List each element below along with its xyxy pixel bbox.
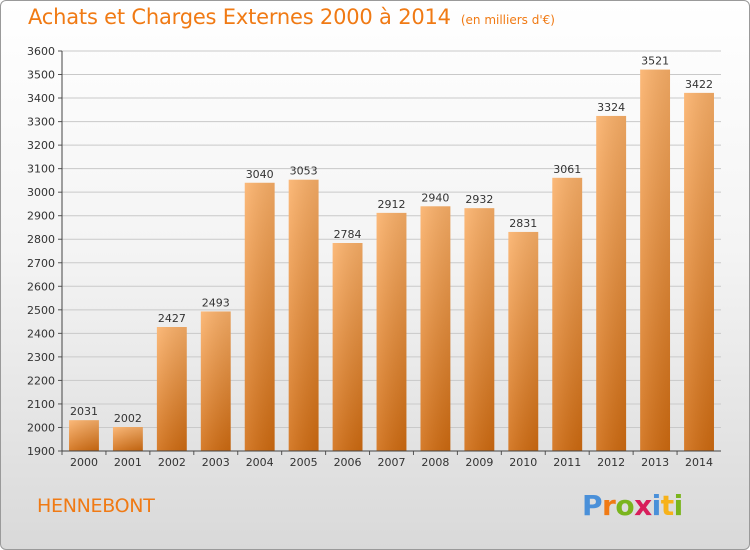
y-tick-label: 2800 bbox=[27, 233, 55, 246]
bar-shade-2002 bbox=[156, 327, 187, 451]
data-label: 3422 bbox=[685, 78, 713, 91]
data-label: 3061 bbox=[553, 163, 581, 176]
bar-shade-2013 bbox=[640, 69, 671, 452]
y-tick-label: 3500 bbox=[27, 69, 55, 82]
y-tick-label: 3300 bbox=[27, 116, 55, 129]
data-label: 2002 bbox=[114, 412, 142, 425]
y-tick-label: 2600 bbox=[27, 280, 55, 293]
proxiti-logo: Proxiti bbox=[582, 489, 683, 522]
y-tick-label: 2700 bbox=[27, 257, 55, 270]
logo-letter: x bbox=[634, 489, 652, 522]
data-label: 2493 bbox=[202, 296, 230, 309]
y-tick-label: 2500 bbox=[27, 304, 55, 317]
logo-letter: r bbox=[602, 489, 616, 522]
data-label: 3053 bbox=[290, 165, 318, 178]
chart-title: Achats et Charges Externes 2000 à 2014 (e… bbox=[28, 5, 555, 29]
y-tick-label: 3200 bbox=[27, 139, 55, 152]
y-tick-label: 2200 bbox=[27, 374, 55, 387]
x-tick-label: 2006 bbox=[334, 456, 362, 469]
y-axis-ticks: 1900 2000 2100 2200 2300 2400 2500 2600 2700 2800… bbox=[27, 45, 62, 458]
x-tick-label: 2004 bbox=[246, 456, 274, 469]
x-tick-label: 2012 bbox=[597, 456, 625, 469]
x-tick-label: 2008 bbox=[421, 456, 449, 469]
x-tick-label: 2007 bbox=[378, 456, 406, 469]
x-tick-label: 2010 bbox=[509, 456, 537, 469]
data-label: 3521 bbox=[641, 55, 669, 68]
bar-shade-2009 bbox=[464, 208, 495, 451]
subtitle-text: (en milliers d'€) bbox=[460, 13, 555, 27]
y-tick-label: 3100 bbox=[27, 163, 55, 176]
y-tick-label: 2100 bbox=[27, 398, 55, 411]
axes bbox=[61, 51, 721, 452]
bar-shade-2012 bbox=[596, 115, 627, 452]
data-label: 2427 bbox=[158, 312, 186, 325]
data-label: 2940 bbox=[421, 191, 449, 204]
data-label: 2932 bbox=[465, 193, 493, 206]
bar-shade-2000 bbox=[69, 420, 99, 451]
y-tick-label: 3000 bbox=[27, 186, 55, 199]
bar-shade-2004 bbox=[244, 182, 275, 451]
y-tick-label: 1900 bbox=[27, 445, 55, 458]
y-tick-label: 2900 bbox=[27, 210, 55, 223]
x-tick-label: 2011 bbox=[553, 456, 581, 469]
data-label: 2912 bbox=[378, 198, 406, 211]
x-tick-label: 2000 bbox=[70, 456, 98, 469]
x-axis-ticks: 2000 2001 2002 2003 2004 2005 2006 2007 2008 2009… bbox=[61, 451, 713, 469]
x-tick-label: 2001 bbox=[114, 456, 142, 469]
bar-shade-2008 bbox=[420, 206, 451, 451]
x-tick-label: 2003 bbox=[202, 456, 230, 469]
data-label: 2831 bbox=[509, 217, 537, 230]
x-tick-label: 2014 bbox=[685, 456, 713, 469]
bar-shade-2007 bbox=[376, 212, 407, 451]
bar-shade-2011 bbox=[552, 177, 583, 451]
y-tick-label: 2000 bbox=[27, 421, 55, 434]
bar-shade-2001 bbox=[112, 427, 143, 451]
y-tick-label: 3600 bbox=[27, 45, 55, 58]
logo-letter: i bbox=[673, 489, 684, 522]
bar-shade-2003 bbox=[200, 311, 231, 451]
x-tick-label: 2013 bbox=[641, 456, 669, 469]
city-label: HENNEBONT bbox=[37, 495, 155, 517]
y-tick-label: 3400 bbox=[27, 92, 55, 105]
bars bbox=[69, 69, 714, 452]
data-label: 2031 bbox=[70, 405, 98, 418]
data-label: 3324 bbox=[597, 101, 625, 114]
y-tick-label: 2300 bbox=[27, 351, 55, 364]
logo-letter: i bbox=[651, 489, 662, 522]
data-label: 2784 bbox=[334, 228, 362, 241]
title-text: Achats et Charges Externes 2000 à 2014 bbox=[28, 5, 451, 29]
logo-letter: o bbox=[615, 489, 635, 522]
bar-shade-2006 bbox=[332, 243, 363, 451]
y-tick-label: 2400 bbox=[27, 327, 55, 340]
x-tick-label: 2009 bbox=[465, 456, 493, 469]
data-labels: 2031 2002 2427 2493 3040 3053 2784 2912 2940 2932… bbox=[70, 55, 713, 425]
logo-letter: t bbox=[660, 489, 674, 522]
bar-shade-2005 bbox=[288, 179, 319, 452]
bar-shade-2014 bbox=[684, 92, 714, 451]
bar-shade-2010 bbox=[508, 231, 539, 451]
x-tick-label: 2005 bbox=[290, 456, 318, 469]
data-label: 3040 bbox=[246, 168, 274, 181]
logo-letter: P bbox=[582, 489, 603, 522]
x-tick-label: 2002 bbox=[158, 456, 186, 469]
